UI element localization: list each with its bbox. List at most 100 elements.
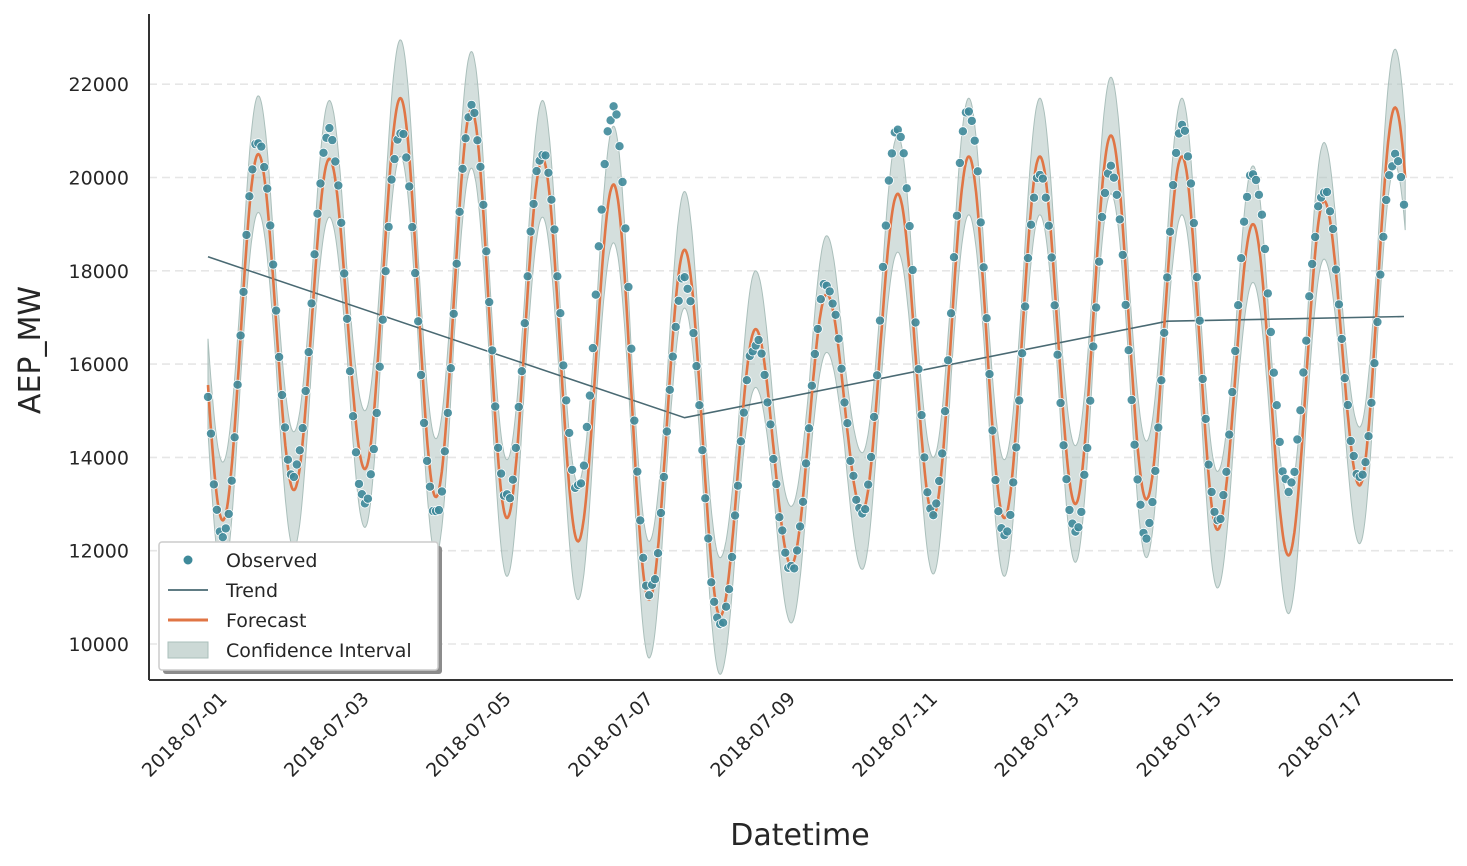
observed-point [916,410,927,421]
observed-point [262,183,273,194]
observed-point [590,289,601,300]
observed-point [312,208,323,219]
observed-point [1378,231,1389,242]
observed-point [658,471,669,482]
observed-point [1233,300,1244,311]
y-tick-labels: 10000 12000 14000 16000 18000 20000 22000 [69,74,129,656]
observed-point [1348,450,1359,461]
observed-point [1159,327,1170,338]
observed-point [617,176,628,187]
observed-point [792,545,803,556]
observed-point [217,532,228,543]
observed-point [493,442,504,453]
observed-point [928,510,939,521]
observed-point [1215,514,1226,525]
observed-point [549,224,560,235]
observed-point [208,479,219,490]
observed-point [350,447,361,458]
observed-point [383,221,394,232]
observed-point [424,481,435,492]
observed-point [1097,211,1108,222]
observed-point [756,348,767,359]
observed-point [327,135,338,146]
observed-point [901,183,912,194]
x-tick-label: 2018-07-09 [706,688,800,782]
observed-point [1197,373,1208,384]
observed-point [1292,434,1303,445]
observed-point [626,343,637,354]
observed-point [1396,172,1407,183]
observed-point [620,223,631,234]
observed-point [952,210,963,221]
observed-point [1191,272,1202,283]
observed-point [1330,264,1341,275]
observed-point [552,271,563,282]
observed-point [448,308,459,319]
x-axis-title: Datetime [730,818,869,853]
observed-point [1165,226,1176,237]
observed-point [735,436,746,447]
observed-point [732,480,743,491]
observed-point [1094,256,1105,267]
observed-point [966,115,977,126]
observed-point [1363,431,1374,442]
observed-point [581,421,592,432]
observed-point [1168,180,1179,191]
observed-point [472,135,483,146]
observed-point [561,395,572,406]
observed-point [442,407,453,418]
observed-point [445,363,456,374]
observed-point [398,128,409,139]
observed-point [957,126,968,137]
observed-point [410,268,421,279]
observed-point [969,135,980,146]
observed-point [300,385,311,396]
observed-point [1366,397,1377,408]
observed-point [614,141,625,152]
observed-point [1227,387,1238,398]
observed-point [1085,395,1096,406]
observed-point [949,252,960,263]
observed-point [276,389,287,400]
observed-point [644,590,655,601]
observed-point [1052,349,1063,360]
observed-point [721,601,732,612]
observed-point [1372,316,1383,327]
observed-point [1182,151,1193,162]
observed-point [232,379,243,390]
observed-point [1082,442,1093,453]
observed-point [1023,253,1034,264]
observed-point [789,563,800,574]
observed-point [579,460,590,471]
observed-point [481,246,492,257]
observed-point [564,427,575,438]
observed-point [798,496,809,507]
observed-point [984,369,995,380]
y-axis-title: AEP_MW [13,286,48,414]
observed-point [753,334,764,345]
observed-point [496,468,507,479]
x-tick-label: 2018-07-15 [1133,688,1227,782]
observed-point [226,475,237,486]
observed-point [504,493,515,504]
observed-point [1079,469,1090,480]
observed-point [368,444,379,455]
observed-point [1289,466,1300,477]
observed-point [691,361,702,372]
observed-point [963,106,974,117]
observed-point [271,305,282,316]
observed-point [1144,518,1155,529]
observed-point [1040,192,1051,203]
legend-observed-marker [182,554,194,566]
observed-point [404,181,415,192]
observed-point [348,411,359,422]
observed-point [413,316,424,327]
observed-point [484,297,495,308]
observed-point [510,442,521,453]
observed-point [830,309,841,320]
legend-forecast-label: Forecast [226,610,306,632]
observed-point [943,355,954,366]
observed-point [507,474,518,485]
trend-line [207,256,1405,419]
observed-point [1384,170,1395,181]
